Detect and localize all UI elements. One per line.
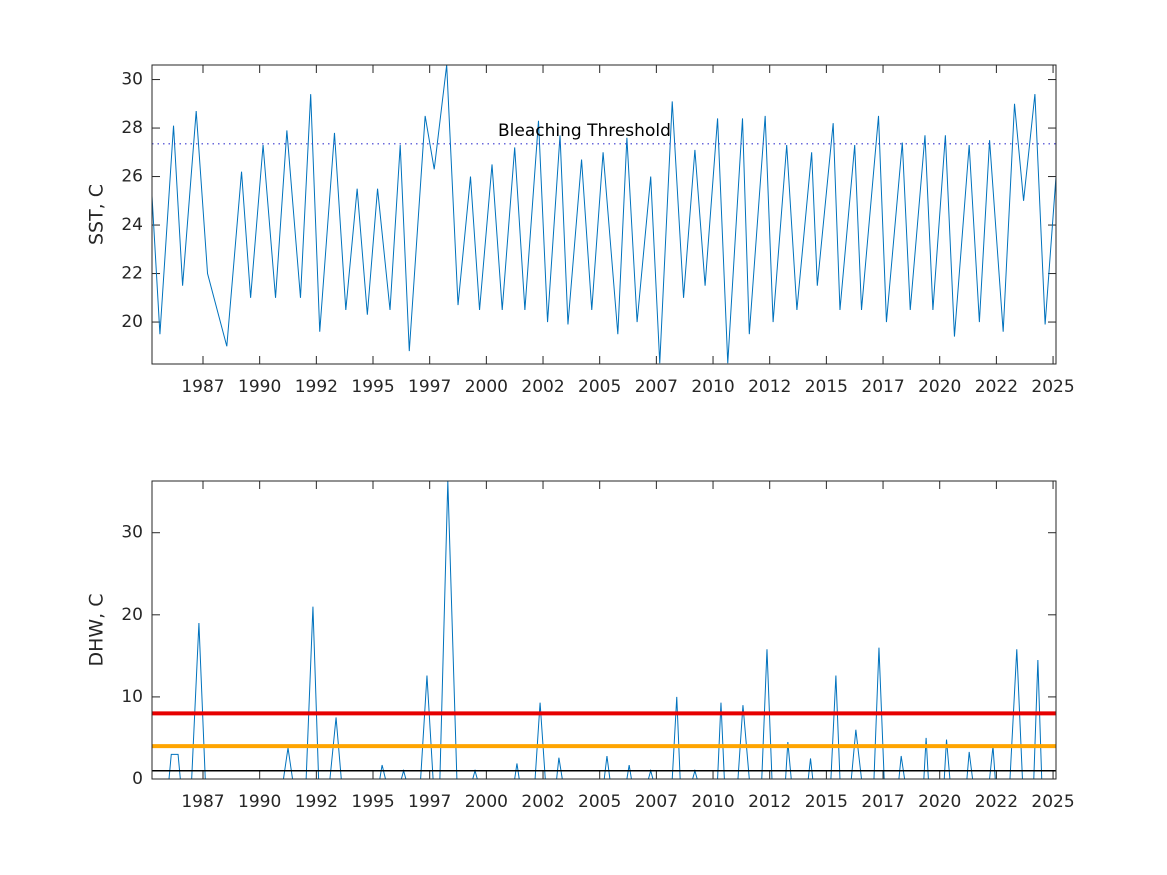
x-tick-label: 2010 bbox=[691, 377, 734, 397]
plot-area bbox=[152, 65, 1056, 364]
y-tick-label: 20 bbox=[121, 605, 143, 625]
x-tick-label: 2025 bbox=[1031, 792, 1074, 812]
x-tick-label: 1992 bbox=[295, 792, 338, 812]
x-tick-label: 2017 bbox=[861, 792, 904, 812]
y-tick-label: 10 bbox=[121, 687, 143, 707]
x-tick-label: 2022 bbox=[975, 792, 1018, 812]
x-tick-label: 2012 bbox=[748, 377, 791, 397]
x-tick-label: 2005 bbox=[578, 377, 621, 397]
x-tick-label: 1995 bbox=[351, 377, 394, 397]
x-tick-label: 2022 bbox=[975, 377, 1018, 397]
x-tick-label: 2015 bbox=[805, 377, 848, 397]
threshold-label: Bleaching Threshold bbox=[498, 121, 671, 141]
x-tick-label: 1990 bbox=[238, 792, 281, 812]
x-tick-label: 2005 bbox=[578, 792, 621, 812]
x-tick-label: 1997 bbox=[408, 792, 451, 812]
y-tick-label: 30 bbox=[121, 523, 143, 543]
x-tick-label: 2000 bbox=[465, 792, 508, 812]
y-tick-label: 0 bbox=[132, 769, 143, 789]
data-line bbox=[152, 65, 1056, 364]
x-tick-label: 2025 bbox=[1031, 377, 1074, 397]
x-tick-label: 2010 bbox=[691, 792, 734, 812]
axes-box bbox=[151, 480, 1057, 780]
x-tick-label: 2017 bbox=[861, 377, 904, 397]
plot-area bbox=[152, 481, 1056, 779]
x-tick-label: 2002 bbox=[521, 377, 564, 397]
x-tick-label: 2007 bbox=[635, 377, 678, 397]
axes: 1987 1990 1992 1995 1997 2000 2002 2005 2007 2010… bbox=[86, 480, 1075, 812]
x-tick-label: 1987 bbox=[181, 377, 224, 397]
y-tick-label: 30 bbox=[121, 70, 143, 90]
x-tick-label: 2012 bbox=[748, 792, 791, 812]
x-tick-label: 2007 bbox=[635, 792, 678, 812]
x-tick-label: 2015 bbox=[805, 792, 848, 812]
x-tick-label: 2020 bbox=[918, 792, 961, 812]
x-tick-label: 1990 bbox=[238, 377, 281, 397]
y-tick-label: 26 bbox=[121, 167, 143, 187]
y-axis-label: DHW, C bbox=[86, 593, 108, 666]
x-tick-label: 1995 bbox=[351, 792, 394, 812]
axes: 1987 1990 1992 1995 1997 2000 2002 2005 2007 2010… bbox=[86, 64, 1075, 397]
x-tick-label: 2000 bbox=[465, 377, 508, 397]
x-tick-label: 1997 bbox=[408, 377, 451, 397]
y-tick-label: 24 bbox=[121, 215, 143, 235]
axes-box bbox=[151, 64, 1057, 365]
y-tick-label: 28 bbox=[121, 118, 143, 138]
x-tick-label: 1987 bbox=[181, 792, 224, 812]
x-tick-label: 1992 bbox=[295, 377, 338, 397]
x-tick-label: 2002 bbox=[521, 792, 564, 812]
y-tick-label: 20 bbox=[121, 312, 143, 332]
x-tick-label: 2020 bbox=[918, 377, 961, 397]
y-tick-label: 22 bbox=[121, 264, 143, 284]
y-axis-label: SST, C bbox=[86, 184, 108, 245]
